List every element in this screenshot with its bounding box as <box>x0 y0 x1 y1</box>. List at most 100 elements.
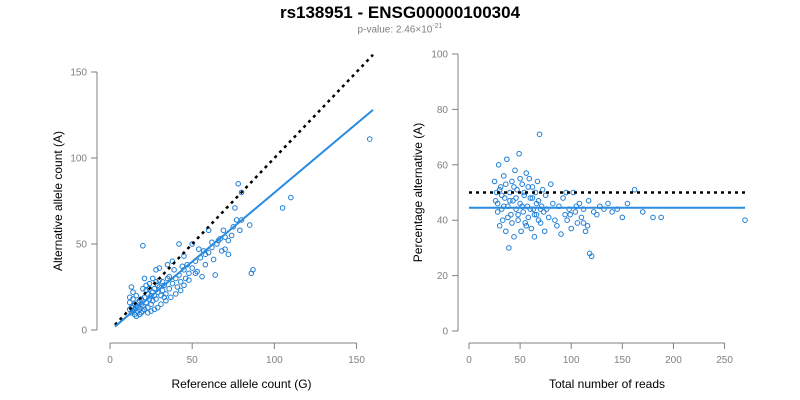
panel2-data-point <box>501 195 508 201</box>
panel2-data-point <box>547 181 554 187</box>
panel2-x-tick-label: 50 <box>515 355 527 366</box>
panel1-data-point <box>212 272 218 278</box>
panel1-data-point <box>128 284 135 290</box>
panel1-x-tick-label: 150 <box>348 355 365 366</box>
chart-subtitle: p-value: 2.46×10-21 <box>0 23 800 35</box>
panel2-data-point <box>533 211 540 218</box>
panel2-data-point <box>523 222 530 229</box>
panel1-data-point <box>141 306 148 313</box>
panel2-data-point <box>510 198 516 204</box>
panel2-data-point <box>513 195 519 201</box>
panel1-data-point <box>186 270 192 277</box>
panel2-data-point <box>619 214 626 221</box>
panel2-data-point <box>516 150 522 157</box>
panel2-data-point <box>525 214 532 221</box>
panel2-data-point <box>500 173 507 179</box>
panel2-data-point <box>528 225 535 232</box>
panel1-data-point <box>199 273 205 280</box>
panel1-data-point <box>138 301 145 308</box>
panel1-data-point <box>159 287 166 294</box>
panel2-y-tick-label: 0 <box>442 327 448 338</box>
panel1-data-point <box>220 227 227 234</box>
panel1-data-point <box>194 268 200 275</box>
panel2-data-point <box>639 209 646 215</box>
panel2-y-tick-label: 40 <box>437 216 449 227</box>
panel2-data-point <box>523 170 530 176</box>
panel2-data-point <box>562 211 568 218</box>
panel1-data-point <box>195 246 202 252</box>
panel2-data-point <box>650 214 656 221</box>
panel1-x-tick-label: 0 <box>107 355 113 366</box>
panel1-data-point <box>217 236 223 242</box>
panel1-data-point <box>181 282 187 289</box>
panel2-data-point <box>576 200 583 207</box>
panel2-data-point <box>527 195 534 201</box>
panel2-x-tick-label: 0 <box>466 355 472 366</box>
panel2-data-point <box>531 211 538 218</box>
panel2-data-point <box>499 217 506 223</box>
panel2-data-point <box>508 211 514 218</box>
panel1-data-point <box>235 181 242 187</box>
panel2-data-point <box>552 217 558 223</box>
panel2-data-point <box>550 200 556 207</box>
panel1-data-point <box>202 251 209 258</box>
panel1-data-point <box>202 261 209 268</box>
panel1-data-point <box>133 292 140 299</box>
panel1-x-tick-label: 50 <box>187 355 199 366</box>
panel2-data-point <box>568 225 575 232</box>
panel2-data-point <box>590 209 597 215</box>
panel1-data-point <box>126 299 133 306</box>
panel2-data-point <box>580 220 587 226</box>
panel2-data-point <box>542 192 549 199</box>
panel1-fit-line <box>114 109 374 328</box>
panel2-data-point <box>536 131 543 138</box>
panel1-reference-line <box>114 53 374 326</box>
panel2-data-point <box>529 195 536 201</box>
panel1-data-point <box>135 308 141 314</box>
panel1-data-point <box>366 136 373 142</box>
panel2-data-point <box>560 195 566 201</box>
panel1-data-point <box>237 227 243 234</box>
panel2-data-point <box>505 214 511 221</box>
panel2-data-point <box>507 198 513 204</box>
panel2-data-point <box>511 234 517 240</box>
panel1-data-point <box>146 280 153 287</box>
panel1-data-point <box>131 311 138 318</box>
panel2-data-point <box>503 228 509 235</box>
panel1-data-point <box>149 275 156 282</box>
panel1-data-point <box>210 256 217 263</box>
panel2-data-point <box>525 184 532 190</box>
panel2-data-point <box>491 178 498 185</box>
panel2-data-point <box>515 211 521 218</box>
panel1-data-point <box>154 282 161 289</box>
panel1-data-point <box>232 205 238 211</box>
panel1-data-point <box>168 294 174 301</box>
panel2-data-point <box>540 209 547 215</box>
panel2-data-point <box>515 217 521 223</box>
panel1-data-point <box>153 267 159 273</box>
panel2-data-point <box>534 178 541 185</box>
panel1-data-point <box>238 189 245 196</box>
panel1-data-point <box>238 217 245 223</box>
panel1-data-point <box>126 294 133 301</box>
panel1-data-point <box>246 222 253 228</box>
panel2-data-point <box>567 211 574 218</box>
panel1-data-point <box>145 310 151 316</box>
panel2-data-point <box>504 156 510 163</box>
panel2-data-point <box>512 167 518 174</box>
panel2-data-point <box>631 186 638 193</box>
panel1-data-point <box>279 205 286 211</box>
panel2-data-point <box>572 209 579 215</box>
panel1-y-axis-label: Alternative allele count (A) <box>51 131 65 271</box>
panel2-x-tick-label: 250 <box>716 355 733 366</box>
panel2-data-point <box>541 228 548 235</box>
panel2-data-point <box>593 211 600 218</box>
panel2-data-point <box>584 222 591 229</box>
panel2-y-axis-label: Percentage alternative (A) <box>411 123 425 262</box>
panel1-data-point <box>161 282 168 289</box>
panel2-y-tick-label: 20 <box>437 271 449 282</box>
panel2-data-point <box>574 220 581 226</box>
panel1-data-point <box>140 242 146 249</box>
panel1-data-point <box>186 277 192 283</box>
panel2-data-point <box>522 220 529 226</box>
